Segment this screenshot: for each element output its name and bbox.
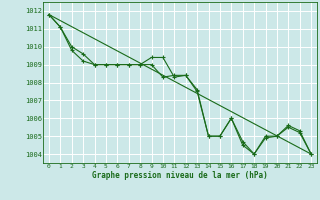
X-axis label: Graphe pression niveau de la mer (hPa): Graphe pression niveau de la mer (hPa): [92, 171, 268, 180]
